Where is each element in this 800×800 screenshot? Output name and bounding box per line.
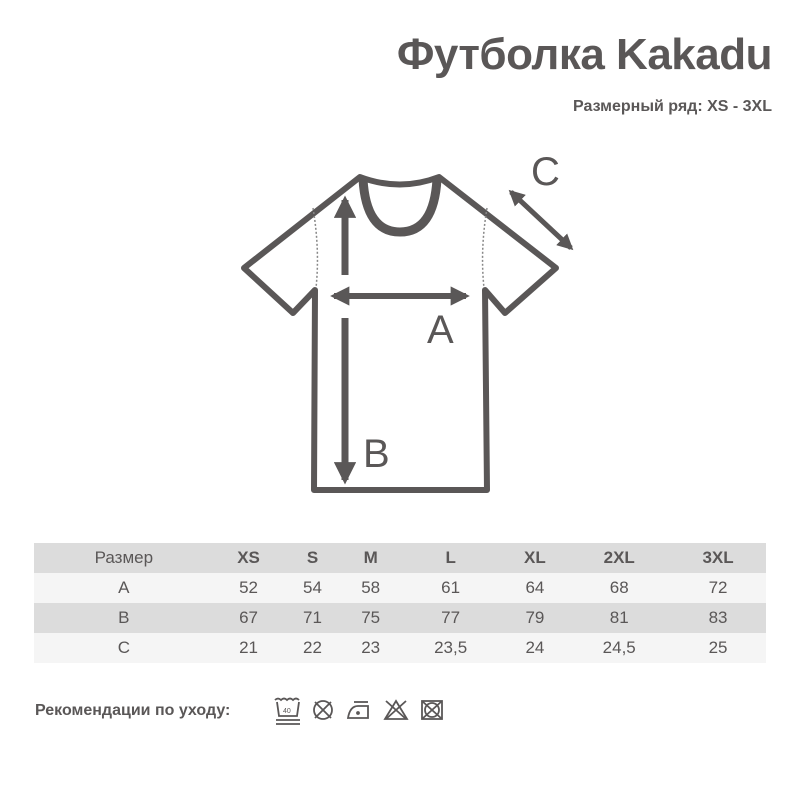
- no-dry-clean-icon: [421, 700, 443, 720]
- seam-left: [312, 207, 319, 289]
- header-cell: XS: [237, 548, 260, 567]
- cell: 58: [361, 578, 381, 597]
- cell: 54: [303, 578, 322, 597]
- label-b: B: [363, 432, 390, 476]
- cell: 79: [525, 608, 545, 627]
- cell: 83: [708, 608, 728, 627]
- cell: 24: [525, 638, 545, 657]
- header-cell: L: [445, 548, 456, 567]
- tshirt-outline: [241, 174, 559, 493]
- label-a: A: [427, 308, 454, 352]
- collar: [358, 178, 442, 237]
- cell: 52: [239, 578, 258, 597]
- table-row: B 67 71 75 77 79 81 83: [34, 603, 766, 633]
- tshirt-diagram: A B C: [241, 150, 574, 493]
- cell: A: [118, 578, 130, 597]
- cell: 23,5: [434, 638, 468, 657]
- cell: B: [118, 608, 130, 627]
- cell: 72: [708, 578, 728, 597]
- cell: 68: [609, 578, 629, 597]
- cell: 25: [708, 638, 728, 657]
- no-tumble-dry-icon: [313, 700, 333, 720]
- cell: 21: [239, 638, 258, 657]
- cell: 81: [609, 608, 629, 627]
- header-cell: XL: [524, 548, 546, 567]
- size-range: Размерный ряд: XS - 3XL: [573, 98, 772, 115]
- cell: 23: [361, 638, 381, 657]
- cell: 61: [441, 578, 461, 597]
- cell: 67: [239, 608, 258, 627]
- cell: 77: [441, 608, 461, 627]
- wash-40-gentle-icon: 40: [274, 697, 300, 725]
- size-table: Размер XS S M L XL 2XL 3XL A 52 54 58 61…: [34, 543, 766, 663]
- header-cell: 2XL: [603, 548, 635, 567]
- header-cell: M: [363, 548, 378, 567]
- cell: 24,5: [602, 638, 636, 657]
- arrow-c: [508, 189, 574, 251]
- table-row: C 21 22 23 23,5 24 24,5 25: [34, 633, 766, 663]
- iron-low-icon: [346, 701, 369, 719]
- svg-text:40: 40: [283, 708, 291, 715]
- cell: 22: [303, 638, 322, 657]
- label-c: C: [531, 150, 560, 194]
- cell: C: [117, 638, 130, 657]
- no-bleach-icon: [383, 699, 409, 720]
- care-icons: 40: [274, 697, 443, 725]
- cell: 64: [525, 578, 545, 597]
- cell: 71: [303, 608, 322, 627]
- table-row: A 52 54 58 61 64 68 72: [34, 573, 766, 603]
- header-cell: Размер: [94, 548, 154, 567]
- seam-right: [481, 207, 488, 289]
- table-header-row: Размер XS S M L XL 2XL 3XL: [34, 543, 766, 573]
- care-label: Рекомендации по уходу:: [35, 702, 231, 719]
- product-title: Футболка Kakadu: [396, 30, 773, 79]
- cell: 75: [361, 608, 381, 627]
- header-cell: 3XL: [702, 548, 734, 567]
- header-cell: S: [306, 548, 319, 567]
